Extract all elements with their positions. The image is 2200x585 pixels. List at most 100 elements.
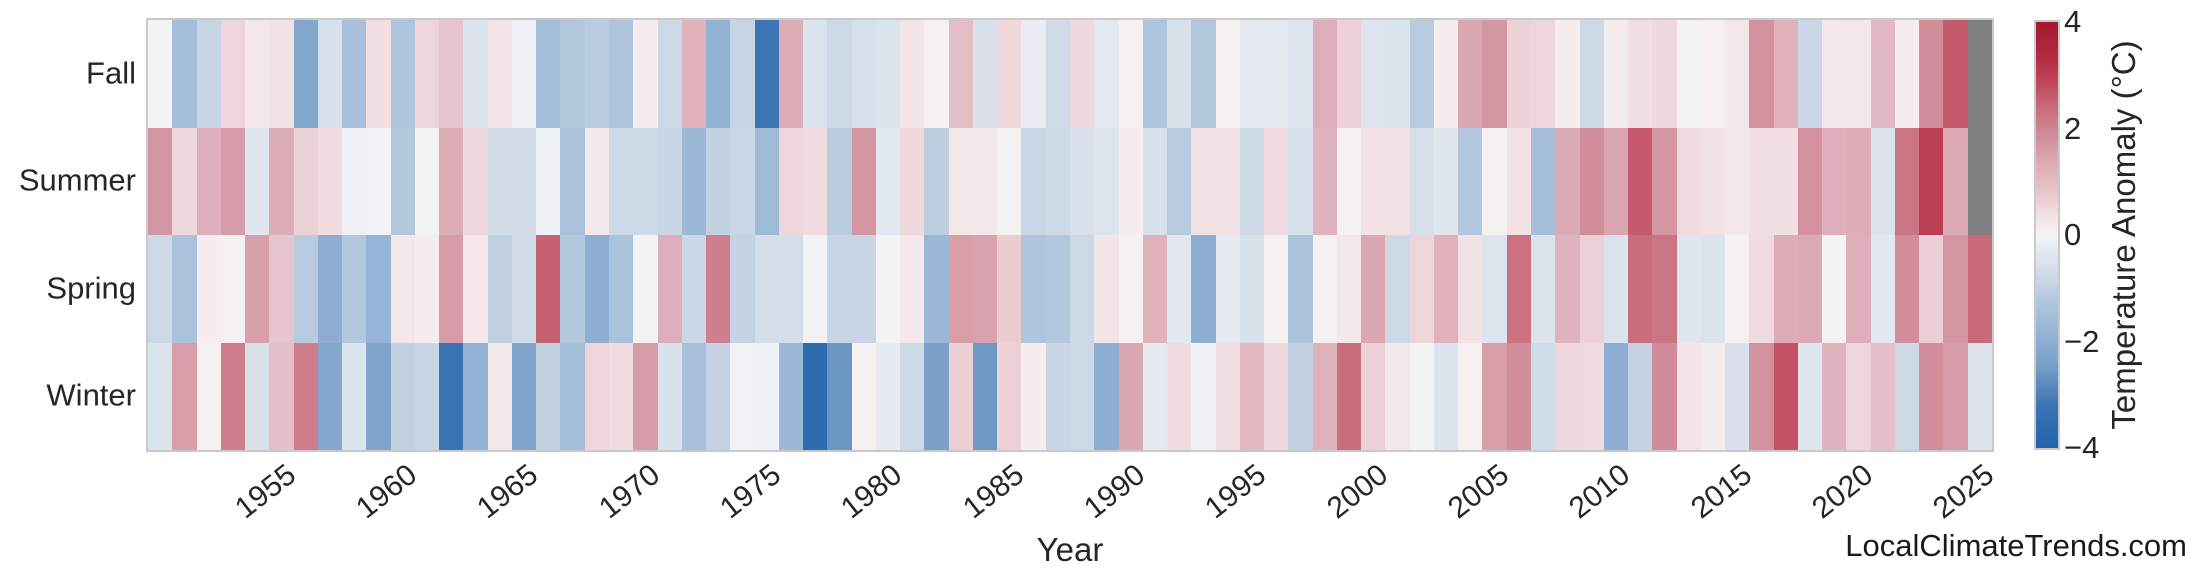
- heatmap-cell: [1264, 235, 1289, 343]
- heatmap-cell: [1045, 127, 1070, 235]
- heatmap-cell: [609, 235, 634, 343]
- heatmap-cell: [948, 127, 973, 235]
- heatmap-cell: [560, 235, 585, 343]
- heatmap-cell: [1021, 342, 1046, 450]
- heatmap-cell: [269, 20, 294, 128]
- heatmap-cell: [633, 342, 658, 450]
- heatmap-cell: [1070, 20, 1095, 128]
- x-tick-label: 2010: [1563, 458, 1637, 526]
- heatmap-cell: [1070, 127, 1095, 235]
- x-tick-label: 1965: [471, 458, 545, 526]
- heatmap-cell: [414, 127, 440, 235]
- heatmap-cell: [1288, 127, 1313, 235]
- heatmap-cell: [803, 20, 828, 128]
- colorbar-label: Temperature Anomaly (°C): [2105, 40, 2142, 430]
- heatmap-cell: [778, 127, 804, 235]
- heatmap-cell: [1725, 20, 1750, 128]
- heatmap-cell: [1579, 20, 1604, 128]
- heatmap-cell: [439, 235, 464, 343]
- heatmap-cell: [1142, 127, 1168, 235]
- heatmap-cell: [1506, 127, 1531, 235]
- heatmap-cell: [220, 127, 246, 235]
- heatmap-cell: [1264, 127, 1289, 235]
- heatmap-cell: [851, 342, 876, 450]
- heatmap-cell: [439, 342, 464, 450]
- heatmap-cell: [657, 342, 682, 450]
- heatmap-cell: [1773, 235, 1798, 343]
- x-tick-label: 2015: [1684, 458, 1758, 526]
- heatmap-cell: [730, 235, 755, 343]
- heatmap-cell: [511, 20, 537, 128]
- heatmap-cell: [1967, 20, 1992, 128]
- heatmap-cell: [1045, 342, 1070, 450]
- heatmap-cell: [1749, 235, 1774, 343]
- x-tick-label: 2020: [1805, 458, 1879, 526]
- heatmap-cell: [1239, 20, 1265, 128]
- heatmap-cell: [220, 20, 246, 128]
- heatmap-cell: [972, 342, 998, 450]
- heatmap-cell: [463, 20, 488, 128]
- heatmap-cell: [366, 127, 391, 235]
- heatmap-cell: [414, 20, 440, 128]
- heatmap-cell: [1142, 342, 1168, 450]
- heatmap-cell: [900, 20, 925, 128]
- row-label-fall: Fall: [86, 55, 136, 91]
- watermark: LocalClimateTrends.com: [1845, 528, 2187, 563]
- heatmap-cell: [414, 235, 440, 343]
- heatmap-cell: [924, 342, 949, 450]
- heatmap-cell: [1336, 127, 1362, 235]
- heatmap-cell: [1482, 235, 1507, 343]
- heatmap-cell: [681, 20, 707, 128]
- heatmap-cell: [439, 127, 464, 235]
- heatmap-cell: [1773, 20, 1798, 128]
- heatmap: [146, 18, 1994, 452]
- heatmap-cell: [366, 342, 391, 450]
- heatmap-cell: [1894, 20, 1920, 128]
- heatmap-cell: [536, 20, 561, 128]
- heatmap-cell: [342, 342, 367, 450]
- heatmap-cell: [560, 342, 585, 450]
- heatmap-cell: [317, 127, 343, 235]
- colorbar-tick-label: 2: [2064, 110, 2082, 146]
- heatmap-cell: [245, 127, 270, 235]
- heatmap-cell: [1433, 342, 1459, 450]
- heatmap-cell: [293, 127, 318, 235]
- heatmap-cell: [487, 20, 512, 128]
- heatmap-cell: [245, 20, 270, 128]
- heatmap-cell: [1603, 342, 1629, 450]
- heatmap-cell: [269, 127, 294, 235]
- heatmap-cell: [754, 127, 779, 235]
- heatmap-cell: [924, 235, 949, 343]
- heatmap-cell: [1167, 235, 1192, 343]
- heatmap-cell: [706, 20, 731, 128]
- heatmap-cell: [342, 235, 367, 343]
- heatmap-cell: [1603, 20, 1629, 128]
- heatmap-cell: [1336, 20, 1362, 128]
- heatmap-cell: [681, 342, 707, 450]
- heatmap-cell: [584, 235, 609, 343]
- x-tick-label: 1975: [714, 458, 788, 526]
- heatmap-cell: [317, 342, 343, 450]
- heatmap-cell: [366, 20, 391, 128]
- heatmap-cell: [1943, 127, 1968, 235]
- heatmap-cell: [511, 342, 537, 450]
- heatmap-cell: [1191, 127, 1216, 235]
- heatmap-cell: [1482, 342, 1507, 450]
- heatmap-cell: [1967, 342, 1992, 450]
- heatmap-cell: [754, 235, 779, 343]
- x-tick-label: 2025: [1927, 458, 2001, 526]
- heatmap-cell: [1700, 342, 1726, 450]
- heatmap-cell: [1749, 342, 1774, 450]
- heatmap-cell: [972, 20, 998, 128]
- heatmap-cell: [1749, 20, 1774, 128]
- heatmap-cell: [1458, 342, 1483, 450]
- heatmap-cell: [1167, 342, 1192, 450]
- heatmap-cell: [1676, 20, 1701, 128]
- heatmap-cell: [803, 235, 828, 343]
- heatmap-cell: [1846, 342, 1871, 450]
- heatmap-cell: [1603, 235, 1629, 343]
- heatmap-cell: [148, 342, 173, 450]
- heatmap-cell: [1094, 127, 1119, 235]
- colorbar-tick-label: 0: [2064, 217, 2082, 252]
